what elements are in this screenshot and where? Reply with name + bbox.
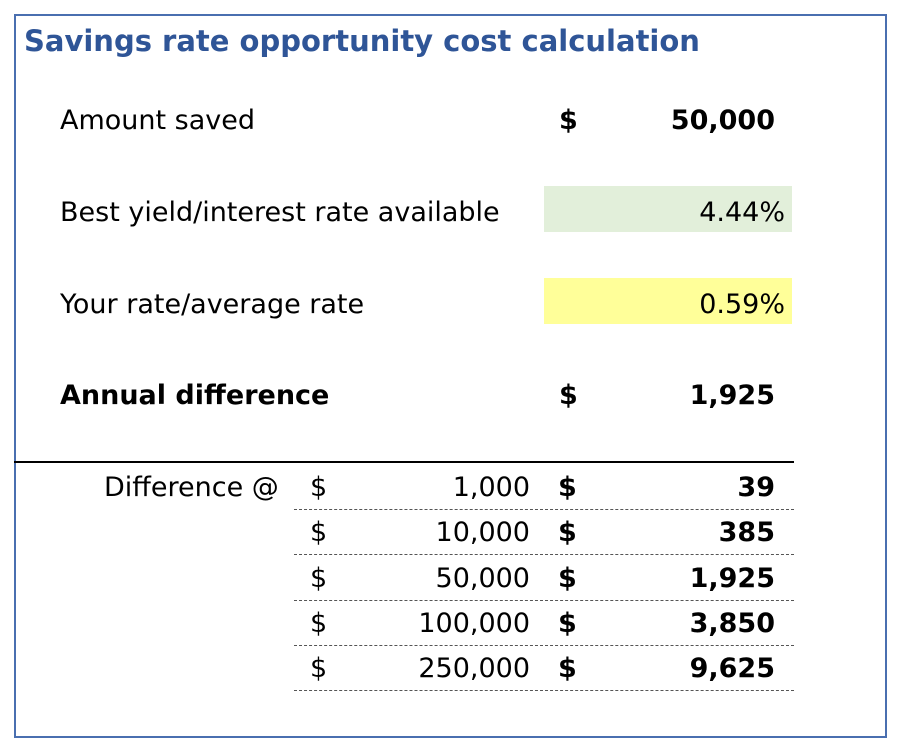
row-divider [294,690,794,691]
sheet-title: Savings rate opportunity cost calculatio… [24,24,700,58]
row-result-currency: $ [558,563,577,594]
row-divider [294,645,794,646]
annual-difference-label: Annual difference [60,380,330,411]
row-divider [294,600,794,601]
row-divider [294,554,794,555]
row-amount: 50,000 [435,563,530,594]
row-result-currency: $ [558,472,577,503]
your-rate-cell[interactable] [544,278,792,324]
row-result: 1,925 [689,563,775,594]
row-currency: $ [310,563,328,594]
row-result: 385 [718,517,775,548]
annual-difference-currency: $ [559,380,578,411]
your-rate-label: Your rate/average rate [60,289,365,320]
best-rate-label: Best yield/interest rate available [60,197,500,228]
row-amount: 1,000 [452,472,530,503]
annual-difference-value: 1,925 [689,380,775,411]
row-result-currency: $ [558,608,577,639]
section-divider [14,461,794,463]
row-result: 9,625 [689,653,775,684]
row-amount: 250,000 [418,653,530,684]
sheet-frame [14,14,887,738]
row-currency: $ [310,472,328,503]
row-amount: 10,000 [435,517,530,548]
row-amount: 100,000 [418,608,530,639]
best-rate-value[interactable]: 4.44% [699,197,785,228]
amount-saved-label: Amount saved [60,105,256,136]
your-rate-value[interactable]: 0.59% [699,289,785,320]
row-divider [294,509,794,510]
best-rate-cell[interactable] [544,186,792,232]
row-result-currency: $ [558,517,577,548]
row-result: 3,850 [689,608,775,639]
row-currency: $ [310,517,328,548]
row-currency: $ [310,653,328,684]
difference-at-label: Difference @ [104,472,279,503]
amount-saved-currency: $ [559,105,578,136]
amount-saved-value[interactable]: 50,000 [670,105,775,136]
row-result: 39 [737,472,775,503]
row-result-currency: $ [558,653,577,684]
row-currency: $ [310,608,328,639]
